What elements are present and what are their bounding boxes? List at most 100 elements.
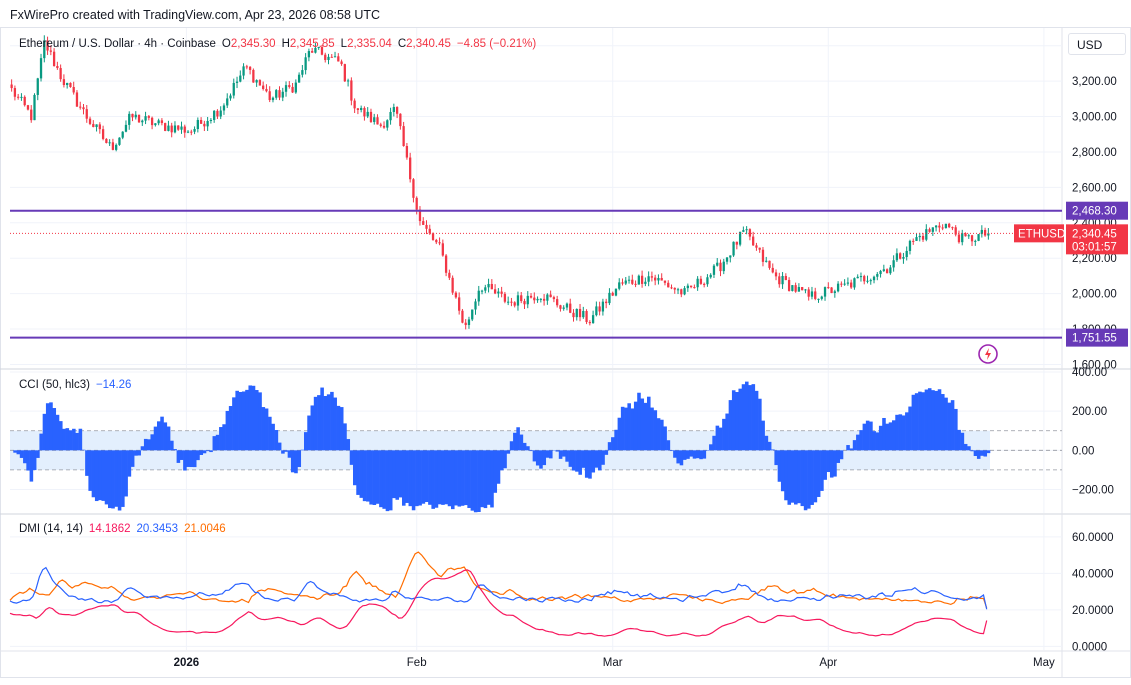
cci-bar	[617, 417, 622, 451]
price-axis-label: 2,200.00	[1072, 253, 1117, 265]
cci-bar	[591, 450, 596, 473]
candle-body	[503, 293, 507, 302]
cci-bar	[441, 450, 445, 505]
candle-body	[49, 50, 52, 52]
candle-body	[399, 113, 402, 127]
candle-body	[26, 105, 30, 110]
cci-bar	[679, 450, 684, 466]
candle-body	[418, 209, 422, 222]
candle-body	[82, 107, 85, 110]
candle-body	[337, 56, 340, 62]
change-value: −4.85 (−0.21%)	[456, 38, 537, 50]
cci-bar	[451, 450, 455, 510]
cci-legend[interactable]: CCI (50, hlc3) −14.26	[19, 379, 137, 391]
cci-bar	[356, 450, 360, 495]
candle-body	[892, 260, 895, 268]
candle-body	[552, 297, 556, 300]
candle-body	[670, 287, 673, 289]
open-label: O	[221, 38, 231, 50]
candle-body	[98, 124, 101, 130]
cci-bar	[607, 442, 612, 451]
candle-body	[850, 282, 853, 288]
candle-body	[912, 240, 915, 242]
candle-body	[350, 80, 353, 101]
candle-body	[62, 79, 66, 85]
candle-body	[402, 126, 405, 147]
cci-bar	[274, 430, 279, 451]
dmi-legend[interactable]: DMI (14, 14) 14.1862 20.3453 21.0046	[19, 523, 232, 535]
cci-bar	[330, 391, 334, 451]
candle-body	[199, 119, 203, 124]
candle-body	[141, 120, 144, 123]
cci-bar	[297, 450, 302, 468]
cci-bar	[477, 450, 481, 512]
dmi-axis-label: 20.0000	[1072, 605, 1114, 617]
cci-bar	[137, 450, 141, 456]
cci-bar	[820, 450, 824, 491]
cci-bar	[408, 450, 413, 507]
cci-bar	[647, 396, 651, 451]
cci-bar	[405, 450, 409, 503]
close-label: C	[397, 38, 407, 50]
cci-bar	[447, 450, 452, 507]
cci-bar	[313, 396, 318, 451]
cci-bar	[872, 431, 876, 451]
candle-body	[235, 81, 239, 83]
candle-body	[961, 233, 964, 243]
adx-line	[9, 569, 988, 637]
cci-bar	[718, 427, 723, 451]
high-value: 2,345.85	[289, 38, 335, 50]
cci-bar	[219, 427, 223, 451]
candle-body	[703, 283, 706, 285]
cci-bar	[967, 446, 971, 451]
candle-body	[983, 229, 987, 236]
candle-body	[245, 66, 248, 68]
candle-body	[719, 262, 722, 272]
time-axis-label: Mar	[603, 657, 623, 669]
candle-body	[23, 96, 26, 106]
dmi-label: DMI (14, 14)	[19, 523, 83, 535]
candle-body	[186, 131, 190, 133]
cci-bar	[856, 434, 860, 451]
time-axis-label: May	[1033, 657, 1055, 669]
candle-body	[369, 111, 373, 122]
candle-body	[928, 229, 931, 232]
level-price-label: 1,751.55	[1072, 333, 1117, 345]
candle-body	[634, 283, 637, 285]
cci-bar	[950, 400, 955, 451]
time-axis-label: Feb	[407, 657, 427, 669]
cci-bar	[571, 450, 576, 471]
candle-body	[605, 301, 608, 304]
cci-bar	[973, 450, 978, 457]
cci-bar	[91, 450, 96, 498]
candle-body	[448, 272, 451, 278]
candle-body	[654, 277, 657, 281]
dmi-axis-label: 60.0000	[1072, 532, 1114, 544]
cci-bar	[179, 450, 184, 460]
candle-body	[17, 96, 20, 98]
cci-bar	[238, 391, 243, 451]
symbol-description[interactable]: Ethereum / U.S. Dollar · 4h · Coinbase	[19, 38, 216, 50]
cci-bar	[428, 450, 432, 505]
cci-bar	[947, 402, 952, 451]
cci-bar	[650, 407, 654, 451]
cci-axis-label: 400.00	[1072, 367, 1107, 379]
cci-bar	[715, 425, 720, 451]
candle-body	[311, 51, 314, 53]
cci-bar	[669, 450, 674, 452]
candle-body	[500, 291, 503, 294]
countdown-label: 03:01:57	[1072, 241, 1117, 253]
candle-body	[810, 291, 814, 297]
candle-body	[150, 117, 154, 126]
cci-bar	[88, 450, 92, 491]
cci-bar	[388, 450, 393, 511]
candle-body	[412, 179, 415, 198]
cci-bar	[725, 413, 729, 451]
currency-selector-button[interactable]: USD	[1068, 33, 1126, 55]
candle-body	[170, 125, 173, 133]
candle-body	[542, 298, 546, 301]
main-legend: Ethereum / U.S. Dollar · 4h · Coinbase O 2…	[19, 38, 542, 50]
cci-bar	[630, 408, 635, 451]
candle-body	[902, 257, 905, 259]
